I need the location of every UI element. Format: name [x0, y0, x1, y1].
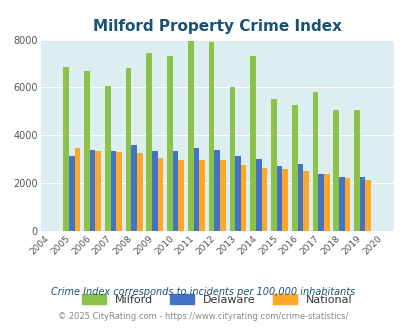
- Legend: Milford, Delaware, National: Milford, Delaware, National: [82, 294, 352, 305]
- Bar: [173, 151, 178, 231]
- Bar: [333, 110, 338, 231]
- Bar: [281, 169, 287, 231]
- Bar: [146, 53, 152, 231]
- Bar: [318, 174, 323, 231]
- Bar: [271, 99, 276, 231]
- Bar: [255, 159, 261, 231]
- Bar: [261, 168, 266, 231]
- Bar: [208, 42, 214, 231]
- Bar: [116, 152, 121, 231]
- Bar: [69, 156, 75, 231]
- Bar: [338, 177, 344, 231]
- Bar: [193, 148, 199, 231]
- Bar: [199, 160, 205, 231]
- Text: Crime Index corresponds to incidents per 100,000 inhabitants: Crime Index corresponds to incidents per…: [51, 287, 354, 297]
- Bar: [152, 151, 157, 231]
- Bar: [126, 68, 131, 231]
- Bar: [344, 178, 350, 231]
- Bar: [178, 160, 183, 231]
- Bar: [104, 86, 110, 231]
- Bar: [188, 41, 193, 231]
- Bar: [240, 165, 246, 231]
- Bar: [95, 151, 101, 231]
- Bar: [303, 171, 308, 231]
- Bar: [131, 145, 136, 231]
- Bar: [167, 56, 173, 231]
- Bar: [220, 160, 225, 231]
- Bar: [234, 156, 240, 231]
- Bar: [291, 105, 297, 231]
- Bar: [354, 110, 359, 231]
- Bar: [229, 87, 234, 231]
- Title: Milford Property Crime Index: Milford Property Crime Index: [92, 19, 341, 34]
- Bar: [359, 177, 364, 231]
- Text: © 2025 CityRating.com - https://www.cityrating.com/crime-statistics/: © 2025 CityRating.com - https://www.city…: [58, 312, 347, 321]
- Bar: [214, 150, 220, 231]
- Bar: [297, 164, 303, 231]
- Bar: [110, 151, 116, 231]
- Bar: [90, 150, 95, 231]
- Bar: [84, 71, 90, 231]
- Bar: [136, 153, 142, 231]
- Bar: [157, 158, 163, 231]
- Bar: [63, 67, 69, 231]
- Bar: [323, 174, 329, 231]
- Bar: [250, 56, 255, 231]
- Bar: [276, 166, 281, 231]
- Bar: [364, 180, 370, 231]
- Bar: [75, 148, 80, 231]
- Bar: [312, 92, 318, 231]
